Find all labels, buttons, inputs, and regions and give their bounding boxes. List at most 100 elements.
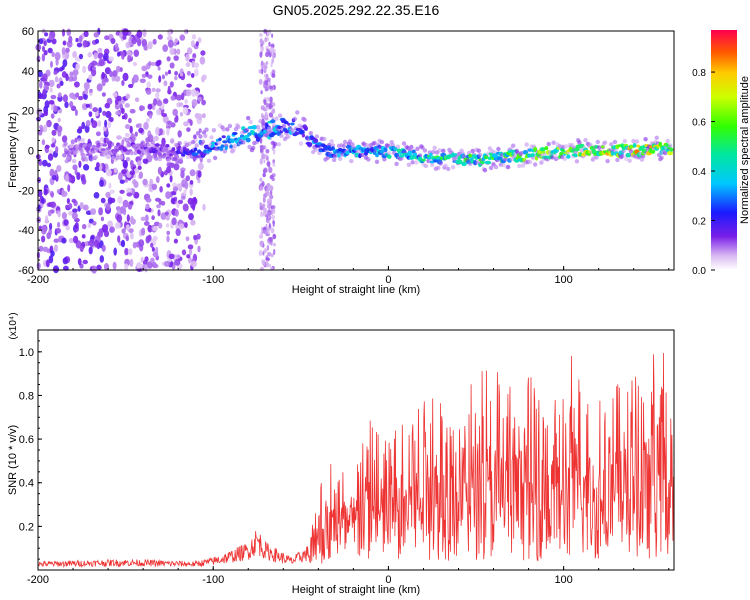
spectrogram-noise-blob: [167, 85, 171, 95]
spectrogram-noise-blob: [61, 135, 68, 143]
spectrogram-streak-blob: [263, 248, 268, 254]
spectrogram-noise-blob: [57, 211, 61, 218]
spectrogram-noise-blob: [101, 92, 106, 97]
spectrogram-noise-blob: [146, 118, 150, 123]
spectrogram-ridge-halo: [79, 149, 84, 154]
spectrogram-noise-blob: [138, 171, 143, 179]
spectrogram-streak-blob: [264, 37, 268, 43]
spectrogram-ridge-halo: [87, 143, 93, 148]
spectrogram-noise-blob: [54, 52, 61, 61]
spectrogram-ridge-halo: [659, 155, 664, 160]
spectrogram-streak-blob: [271, 69, 276, 75]
spectrogram-noise-blob: [47, 47, 53, 54]
spectrogram-noise-blob: [149, 113, 153, 119]
spectrogram-panel: -200 -100 0 100 60 40 20 0 -20 -40 -60 Height of s…: [7, 26, 675, 296]
spectrogram-streak-blob: [265, 73, 269, 80]
spectrogram-ridge-halo: [125, 157, 131, 162]
spectrogram-ridge-halo: [374, 159, 380, 164]
spectrogram-noise-blob: [195, 41, 199, 47]
spectrogram-ridge-point: [222, 140, 228, 144]
spectrogram-streak-blob: [265, 187, 271, 192]
spectrogram-noise-blob: [61, 237, 67, 244]
spectrogram-streak-blob: [266, 48, 270, 53]
spectrogram-ridge-halo: [409, 144, 414, 150]
spectrogram-ridge-halo: [84, 157, 89, 162]
spectrogram-ridge-halo: [63, 141, 68, 146]
spectrogram-noise-blob: [173, 55, 179, 61]
spectrogram-noise-blob: [53, 244, 59, 253]
spectrogram-ridge-halo: [441, 148, 446, 153]
spectrogram-streak-blob: [258, 78, 263, 85]
spectrogram-noise-blob: [45, 215, 49, 224]
spectrogram-noise-blob: [84, 124, 90, 133]
spectrogram-noise-blob: [197, 162, 204, 171]
spectrogram-noise-blob: [178, 102, 184, 107]
spectrogram-ridge-halo: [211, 128, 217, 133]
spectrogram-ridge-halo: [133, 150, 138, 156]
spectrogram-noise-blob: [72, 50, 77, 59]
spectrogram-xtick-label: 100: [554, 274, 572, 286]
spectrogram-noise-blob: [155, 92, 160, 99]
spectrogram-noise-blob: [51, 129, 57, 136]
spectrogram-noise-blob: [120, 239, 126, 248]
spectrogram-noise-blob: [165, 215, 170, 221]
spectrogram-noise-blob: [43, 188, 48, 196]
spectrogram-ridge-point: [429, 152, 433, 157]
spectrogram-ridge-point: [287, 122, 291, 126]
spectrogram-ridge-halo: [331, 157, 337, 163]
spectrogram-noise-blob: [188, 247, 193, 256]
spectrogram-noise-blob: [113, 247, 117, 256]
spectrogram-noise-blob: [181, 249, 187, 256]
spectrogram-noise-blob: [93, 32, 100, 38]
spectrogram-ridge-halo: [124, 137, 129, 143]
spectrogram-noise-blob: [91, 60, 98, 66]
spectrogram-ridge-halo: [528, 159, 533, 165]
spectrogram-streak-blob: [259, 33, 263, 37]
spectrogram-ridge-halo: [663, 150, 668, 156]
spectrogram-noise-blob: [44, 32, 49, 37]
spectrogram-ridge-halo: [491, 162, 496, 167]
spectrogram-noise-blob: [56, 189, 61, 194]
spectrogram-noise-blob: [99, 255, 105, 263]
spectrogram-ridge-point: [544, 146, 549, 151]
spectrogram-ytick-label: 0: [28, 146, 34, 158]
spectrogram-ytick-label: -60: [18, 265, 34, 277]
spectrogram-noise-blob: [46, 162, 52, 168]
spectrogram-noise-blob: [150, 257, 155, 264]
spectrogram-ridge-halo: [596, 145, 602, 150]
spectrogram-ridge-halo: [177, 141, 182, 146]
spectrogram-streak-blob: [268, 205, 271, 210]
spectrogram-ridge-halo: [614, 148, 619, 153]
spectrogram-ridge-halo: [194, 143, 199, 148]
spectrogram-noise-blob: [136, 262, 142, 269]
spectrogram-noise-blob: [107, 220, 113, 228]
spectrogram-noise-blob: [178, 223, 185, 230]
spectrogram-noise-blob: [45, 144, 50, 149]
spectrogram-ridge-point: [407, 150, 413, 156]
colorbar-tick-label: 0.8: [692, 68, 706, 79]
spectrogram-noise-blob: [89, 102, 93, 110]
spectrogram-noise-blob: [115, 65, 121, 73]
spectrogram-ridge-halo: [178, 157, 183, 162]
spectrogram-ridge-point: [480, 160, 485, 165]
spectrogram-streak-blob: [266, 161, 271, 167]
spectrogram-ridge-halo: [517, 163, 522, 169]
spectrogram-noise-blob: [39, 80, 43, 89]
spectrogram-noise-blob: [145, 137, 151, 143]
spectrogram-ridge-halo: [139, 152, 144, 158]
spectrogram-noise-blob: [152, 38, 157, 45]
spectrogram-ridge-point: [226, 135, 231, 139]
spectrogram-ridge-halo: [105, 137, 110, 142]
spectrogram-ridge-halo: [627, 158, 632, 163]
spectrogram-ridge-halo: [349, 158, 354, 164]
spectrogram-noise-blob: [81, 178, 87, 185]
spectrogram-streak-blob: [268, 41, 271, 47]
spectrogram-streak-blob: [269, 85, 273, 90]
spectrogram-noise-blob: [120, 107, 125, 115]
spectrogram-ridge-point: [306, 142, 313, 147]
spectrogram-streak-blob: [261, 180, 265, 187]
spectrogram-ridge-halo: [341, 143, 347, 149]
spectrogram-noise-blob: [142, 178, 148, 186]
spectrogram-noise-blob: [96, 264, 102, 271]
spectrogram-noise-blob: [61, 47, 66, 55]
